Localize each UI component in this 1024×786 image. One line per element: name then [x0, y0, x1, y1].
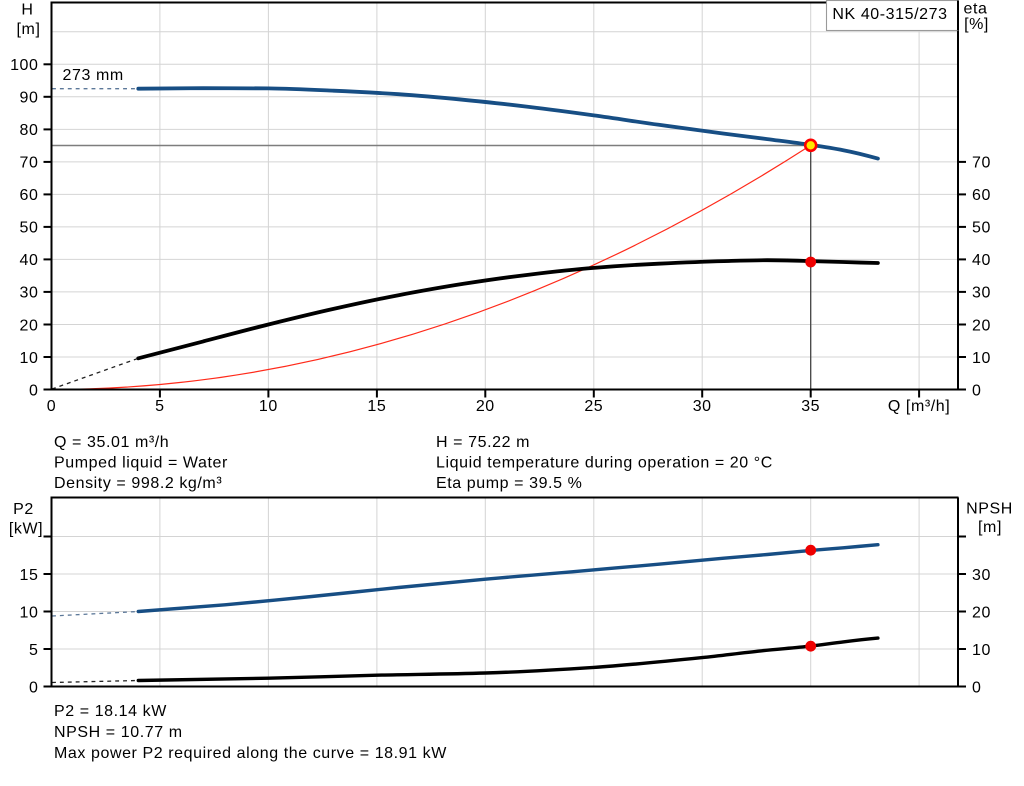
svg-text:20: 20: [20, 317, 39, 334]
svg-text:10: 10: [972, 350, 991, 367]
svg-text:[kW]: [kW]: [9, 521, 43, 538]
svg-text:Eta pump = 39.5 %: Eta pump = 39.5 %: [436, 475, 582, 492]
svg-text:10: 10: [972, 642, 991, 659]
svg-text:0: 0: [972, 679, 981, 696]
svg-text:10: 10: [20, 350, 39, 367]
svg-text:90: 90: [20, 90, 39, 107]
svg-text:eta: eta: [964, 1, 988, 18]
svg-text:10: 10: [259, 398, 278, 415]
svg-text:Liquid temperature during oper: Liquid temperature during operation = 20…: [436, 455, 773, 472]
svg-text:Pumped liquid = Water: Pumped liquid = Water: [54, 455, 228, 472]
svg-text:0: 0: [47, 398, 56, 415]
svg-text:10: 10: [20, 604, 39, 621]
svg-text:Density = 998.2 kg/m³: Density = 998.2 kg/m³: [54, 475, 222, 492]
svg-text:15: 15: [367, 398, 386, 415]
svg-text:NPSH = 10.77 m: NPSH = 10.77 m: [54, 724, 183, 741]
svg-text:35: 35: [801, 398, 820, 415]
svg-text:0: 0: [972, 382, 981, 399]
svg-text:20: 20: [972, 604, 991, 621]
svg-text:15: 15: [20, 567, 39, 584]
svg-text:[m]: [m]: [17, 21, 41, 38]
svg-text:H = 75.22 m: H = 75.22 m: [436, 434, 530, 451]
svg-text:20: 20: [476, 398, 495, 415]
svg-text:70: 70: [972, 155, 991, 172]
svg-text:273 mm: 273 mm: [63, 67, 124, 84]
svg-text:H: H: [21, 2, 33, 19]
svg-text:100: 100: [10, 57, 38, 74]
svg-text:0: 0: [29, 382, 38, 399]
svg-text:60: 60: [20, 187, 39, 204]
svg-text:30: 30: [20, 285, 39, 302]
svg-text:50: 50: [20, 220, 39, 237]
svg-text:30: 30: [693, 398, 712, 415]
svg-text:60: 60: [972, 187, 991, 204]
svg-text:40: 40: [20, 252, 39, 269]
svg-text:40: 40: [972, 252, 991, 269]
svg-text:25: 25: [584, 398, 603, 415]
svg-text:0: 0: [29, 679, 38, 696]
svg-text:30: 30: [972, 567, 991, 584]
svg-text:5: 5: [155, 398, 164, 415]
svg-text:80: 80: [20, 122, 39, 139]
svg-text:NPSH: NPSH: [966, 501, 1013, 518]
svg-text:[%]: [%]: [964, 16, 989, 33]
svg-text:P2 = 18.14 kW: P2 = 18.14 kW: [54, 703, 167, 720]
svg-text:70: 70: [20, 155, 39, 172]
svg-text:Max power P2 required along th: Max power P2 required along the curve = …: [54, 745, 447, 762]
svg-text:5: 5: [29, 642, 38, 659]
svg-text:Q = 35.01 m³/h: Q = 35.01 m³/h: [54, 434, 169, 451]
svg-text:NK 40-315/273: NK 40-315/273: [832, 6, 947, 23]
svg-text:Q [m³/h]: Q [m³/h]: [888, 398, 950, 415]
svg-text:P2: P2: [13, 501, 34, 518]
svg-text:[m]: [m]: [978, 519, 1002, 536]
svg-text:50: 50: [972, 220, 991, 237]
svg-text:20: 20: [972, 317, 991, 334]
svg-text:30: 30: [972, 285, 991, 302]
